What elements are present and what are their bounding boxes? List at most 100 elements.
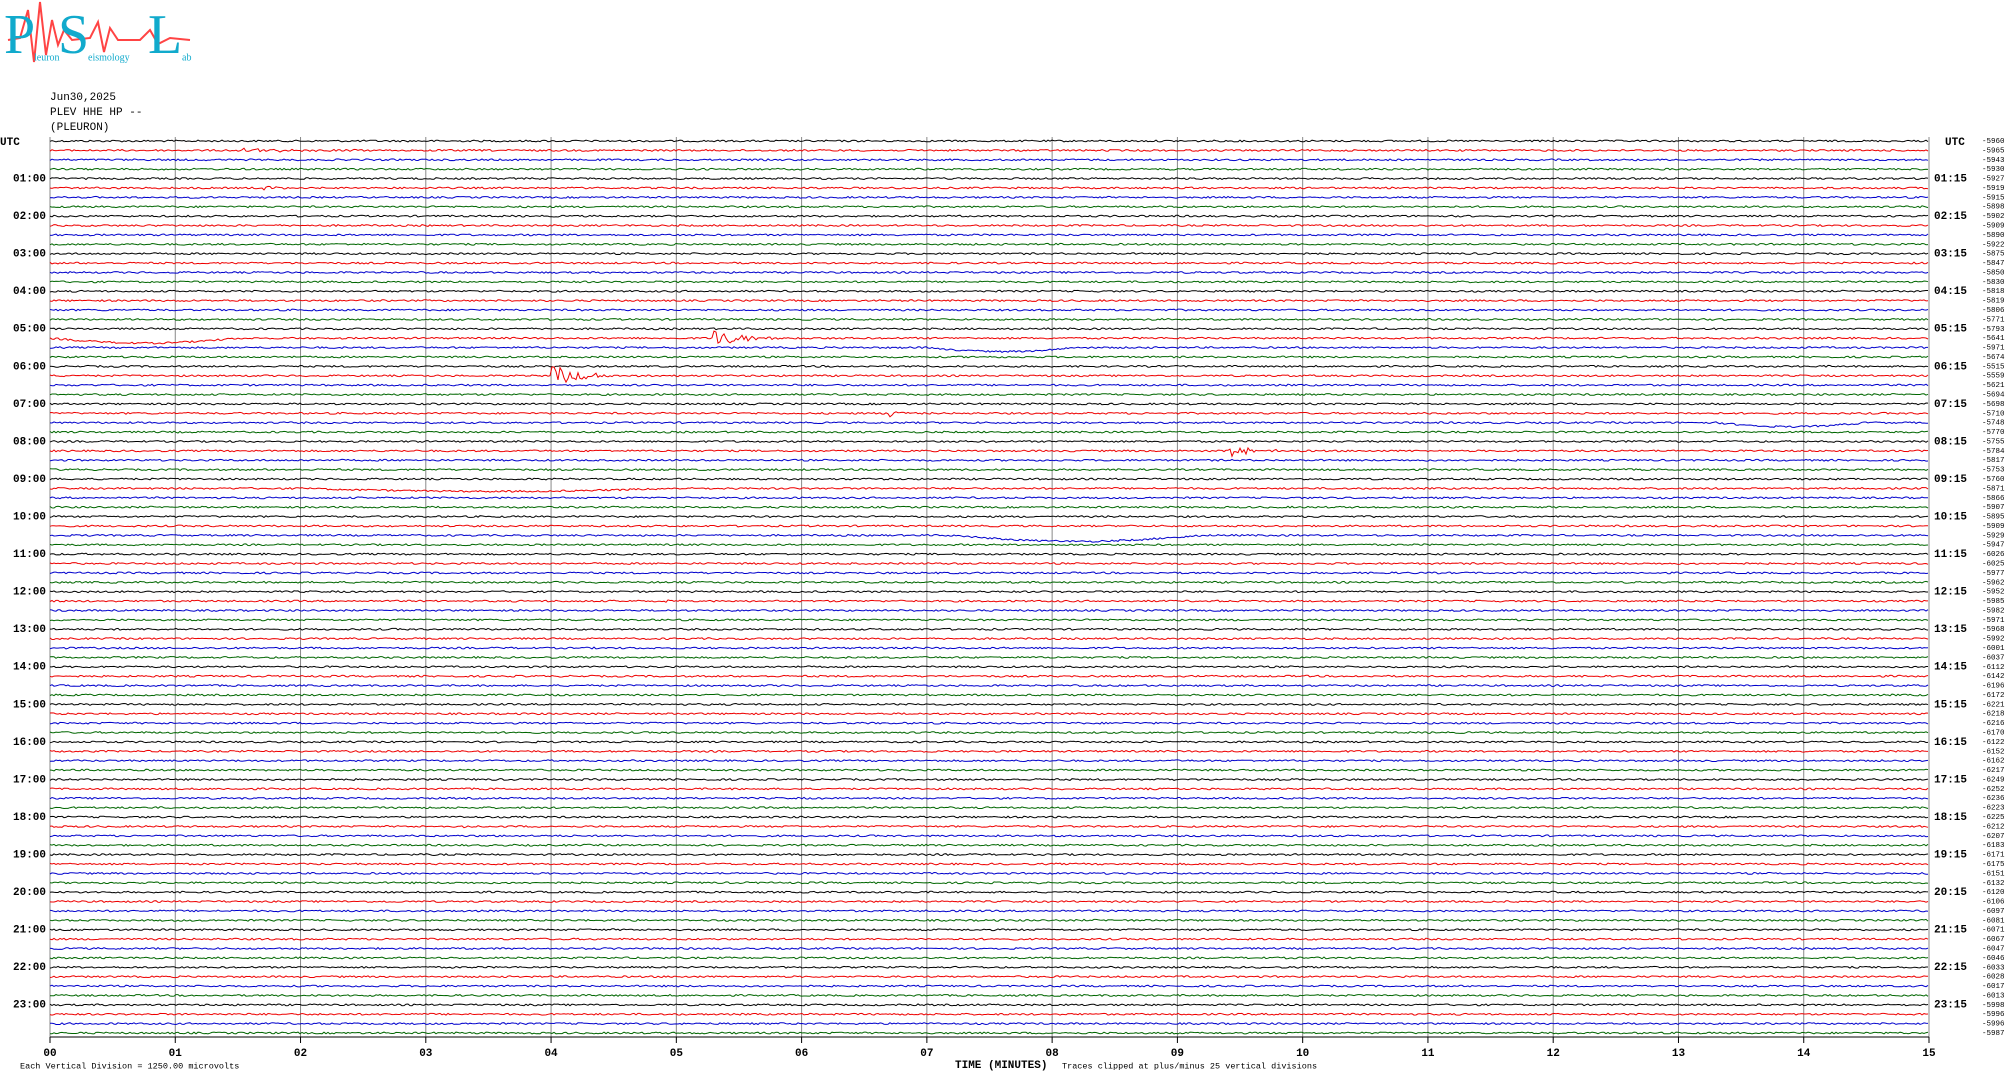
offset-label: -6037 bbox=[1982, 654, 2005, 662]
offset-label: -5748 bbox=[1982, 420, 2005, 428]
offset-label: -5909 bbox=[1982, 222, 2005, 230]
trace bbox=[49, 984, 1929, 988]
offset-label: -6162 bbox=[1982, 758, 2005, 766]
trace bbox=[49, 900, 1929, 904]
hour-label: 14:15 bbox=[1934, 662, 1967, 674]
hour-label: 16:00 bbox=[13, 737, 46, 749]
offset-label: -6196 bbox=[1982, 683, 2005, 691]
logo-wave bbox=[7, 1, 191, 63]
offset-label: -6067 bbox=[1982, 936, 2005, 944]
hour-label: 16:15 bbox=[1934, 737, 1967, 749]
hour-label: 15:15 bbox=[1934, 699, 1967, 711]
offset-label: -6171 bbox=[1982, 852, 2005, 860]
logo: P leuron S eismology L ab bbox=[4, 1, 191, 66]
hour-label: 03:15 bbox=[1934, 249, 1967, 261]
trace bbox=[49, 446, 1929, 458]
trace bbox=[49, 881, 1929, 885]
offset-label: -5982 bbox=[1982, 607, 2005, 615]
trace bbox=[49, 965, 1928, 969]
offset-label: -5818 bbox=[1982, 288, 2005, 296]
offset-label: -6132 bbox=[1982, 880, 2005, 888]
trace bbox=[49, 552, 1929, 556]
trace bbox=[49, 1003, 1929, 1007]
trace bbox=[49, 909, 1929, 913]
trace bbox=[49, 477, 1929, 481]
trace bbox=[49, 158, 1929, 162]
offset-label: -5830 bbox=[1982, 279, 2005, 287]
site: (PLEURON) bbox=[50, 122, 109, 134]
offset-label: -5806 bbox=[1982, 307, 2005, 315]
offset-label: -5755 bbox=[1982, 438, 2005, 446]
hour-label: 18:15 bbox=[1934, 812, 1967, 824]
hour-label: 23:15 bbox=[1934, 1000, 1967, 1012]
trace bbox=[49, 871, 1928, 875]
offset-label: -5947 bbox=[1982, 542, 2005, 550]
offset-label: -5922 bbox=[1982, 241, 2005, 249]
offset-label: -6071 bbox=[1982, 927, 2005, 935]
logo-letter: L bbox=[148, 4, 182, 66]
offset-label: -5971 bbox=[1982, 345, 2005, 353]
offset-label: -6225 bbox=[1982, 814, 2005, 822]
hour-label: 15:00 bbox=[13, 699, 46, 711]
offset-label: -6207 bbox=[1982, 833, 2005, 841]
trace bbox=[49, 346, 1928, 353]
trace bbox=[49, 749, 1929, 753]
trace bbox=[50, 665, 1928, 669]
offset-label: -6183 bbox=[1982, 842, 2005, 850]
trace bbox=[49, 430, 1929, 434]
offset-label: -6172 bbox=[1982, 692, 2005, 700]
trace bbox=[49, 366, 1929, 384]
trace bbox=[49, 308, 1929, 312]
trace bbox=[49, 928, 1929, 932]
hour-label: 10:15 bbox=[1934, 511, 1967, 523]
hour-label: 13:00 bbox=[13, 624, 46, 636]
trace bbox=[49, 759, 1929, 763]
hour-label: 17:00 bbox=[13, 774, 46, 786]
offset-label: -5919 bbox=[1982, 185, 2005, 193]
trace bbox=[49, 505, 1929, 509]
offset-label: -6252 bbox=[1982, 786, 2005, 794]
offset-label: -5960 bbox=[1982, 138, 2005, 146]
hour-label: 06:00 bbox=[13, 361, 46, 373]
trace bbox=[49, 468, 1929, 472]
utc-left: UTC bbox=[0, 137, 20, 149]
offset-label: -6217 bbox=[1982, 767, 2005, 775]
offset-label: -5998 bbox=[1982, 1002, 2005, 1010]
trace bbox=[49, 890, 1929, 894]
offset-label: -6223 bbox=[1982, 805, 2005, 813]
offset-label: -6218 bbox=[1982, 711, 2005, 719]
offset-label: -5985 bbox=[1982, 598, 2005, 606]
offset-label: -5996 bbox=[1982, 1021, 2005, 1029]
trace bbox=[49, 392, 1929, 397]
offset-label: -6236 bbox=[1982, 795, 2005, 803]
trace bbox=[49, 139, 1929, 143]
trace bbox=[49, 815, 1929, 819]
offset-label: -5968 bbox=[1982, 626, 2005, 634]
hour-label: 17:15 bbox=[1934, 774, 1967, 786]
offset-label: -6081 bbox=[1982, 917, 2005, 925]
trace bbox=[49, 270, 1929, 275]
trace bbox=[49, 646, 1929, 650]
trace bbox=[49, 421, 1928, 429]
minute-label: 11 bbox=[1421, 1048, 1435, 1060]
trace bbox=[49, 721, 1929, 725]
trace bbox=[49, 618, 1929, 622]
minute-label: 15 bbox=[1922, 1048, 1936, 1060]
trace bbox=[49, 740, 1929, 744]
offset-label: -5771 bbox=[1982, 316, 2005, 324]
offset-label: -5992 bbox=[1982, 636, 2005, 644]
logo-word: leuron bbox=[34, 52, 60, 63]
minute-label: 08 bbox=[1046, 1048, 1060, 1060]
offset-label: -5915 bbox=[1982, 194, 2005, 202]
offset-label: -6175 bbox=[1982, 861, 2005, 869]
hour-label: 01:00 bbox=[13, 173, 46, 185]
trace bbox=[49, 627, 1929, 631]
trace bbox=[49, 777, 1929, 782]
offset-label: -6112 bbox=[1982, 664, 2005, 672]
offset-label: -5965 bbox=[1982, 147, 2005, 155]
offset-label: -5907 bbox=[1982, 504, 2005, 512]
minute-label: 13 bbox=[1672, 1048, 1686, 1060]
offset-label: -5977 bbox=[1982, 570, 2005, 578]
offset-label: -6249 bbox=[1982, 776, 2005, 784]
logo-letter: P bbox=[4, 4, 35, 66]
